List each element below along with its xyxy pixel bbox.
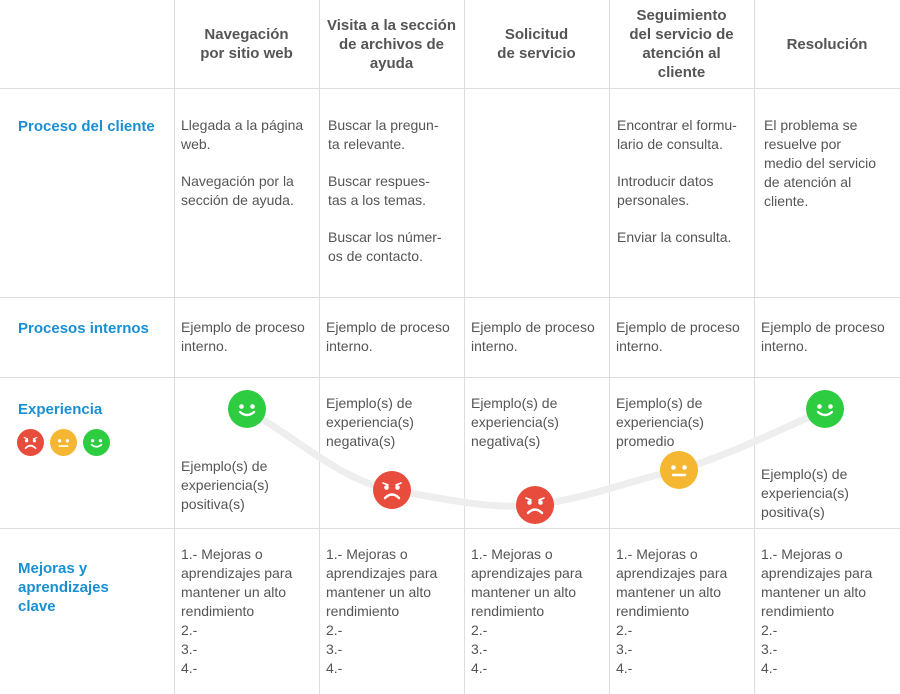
customer-process-step: Encontrar el formu- lario de consulta. (617, 117, 737, 152)
row-label-experience: Experiencia (18, 401, 103, 418)
customer-process-step: Buscar los númer- os de contacto. (328, 229, 442, 264)
column-divider (464, 0, 465, 694)
row-label-improvements: Mejoras y aprendizajes clave (18, 560, 109, 615)
column-header-3: Solicitud de servicio (497, 26, 576, 62)
customer-process-step: Buscar respues- tas a los temas. (328, 173, 430, 208)
customer-process-cell: Encontrar el formu- lario de consulta. In… (617, 116, 755, 265)
row-divider (0, 88, 900, 89)
customer-process-step: Buscar la pregun- ta relevante. (328, 117, 439, 152)
column-header-5: Resolución (786, 35, 868, 53)
internal-process-cell: Ejemplo de proceso interno. (181, 319, 305, 354)
row-divider (0, 377, 900, 378)
column-header-2: Visita a la sección de archivos de ayuda (327, 16, 456, 72)
happy-face-icon (83, 429, 110, 461)
column-divider (754, 0, 755, 694)
experience-cell: Ejemplo(s) de experiencia(s) promedio (616, 395, 704, 449)
experience-cell: Ejemplo(s) de experiencia(s) positiva(s) (181, 458, 269, 512)
customer-process-cell: Buscar la pregun- ta relevante. Buscar re… (328, 116, 466, 284)
experience-cell: Ejemplo(s) de experiencia(s) positiva(s) (761, 466, 849, 520)
customer-process-step: Introducir datos personales. (617, 173, 714, 208)
internal-process-cell: Ejemplo de proceso interno. (471, 319, 595, 354)
sad-face-icon (17, 429, 44, 461)
column-divider (174, 0, 175, 694)
improvement-cell: 1.- Mejoras o aprendizajes para mantener… (616, 546, 728, 676)
improvement-cell: 1.- Mejoras o aprendizajes para mantener… (326, 546, 438, 676)
column-header-4: Seguimiento del servicio de atención al … (629, 7, 734, 81)
customer-process-step: Llegada a la página web. (181, 117, 304, 152)
customer-process-step: El problema se resuelve por medio del se… (764, 117, 877, 209)
customer-process-cell: Llegada a la página web. Navegación por l… (181, 116, 319, 228)
internal-process-cell: Ejemplo de proceso interno. (761, 319, 885, 354)
customer-process-step: Enviar la consulta. (617, 229, 732, 245)
improvement-cell: 1.- Mejoras o aprendizajes para mantener… (471, 546, 583, 676)
row-divider (0, 297, 900, 298)
customer-process-cell: El problema se resuelve por medio del se… (764, 116, 900, 229)
row-divider (0, 528, 900, 529)
experience-cell: Ejemplo(s) de experiencia(s) negativa(s) (471, 395, 559, 449)
happy-face-icon (806, 390, 844, 433)
neutral-face-icon (50, 429, 77, 461)
neutral-face-icon (660, 451, 698, 494)
improvement-cell: 1.- Mejoras o aprendizajes para mantener… (181, 546, 293, 676)
internal-process-cell: Ejemplo de proceso interno. (326, 319, 450, 354)
internal-process-cell: Ejemplo de proceso interno. (616, 319, 740, 354)
improvement-cell: 1.- Mejoras o aprendizajes para mantener… (761, 546, 873, 676)
column-header-1: Navegación por sitio web (200, 26, 293, 62)
sad-face-icon (516, 486, 554, 529)
row-label-customer-process: Proceso del cliente (18, 118, 155, 135)
column-divider (609, 0, 610, 694)
happy-face-icon (228, 390, 266, 433)
customer-process-step: Navegación por la sección de ayuda. (181, 173, 294, 208)
experience-cell: Ejemplo(s) de experiencia(s) negativa(s) (326, 395, 414, 449)
sad-face-icon (373, 471, 411, 514)
column-divider (319, 0, 320, 694)
row-label-internal-process: Procesos internos (18, 320, 149, 337)
